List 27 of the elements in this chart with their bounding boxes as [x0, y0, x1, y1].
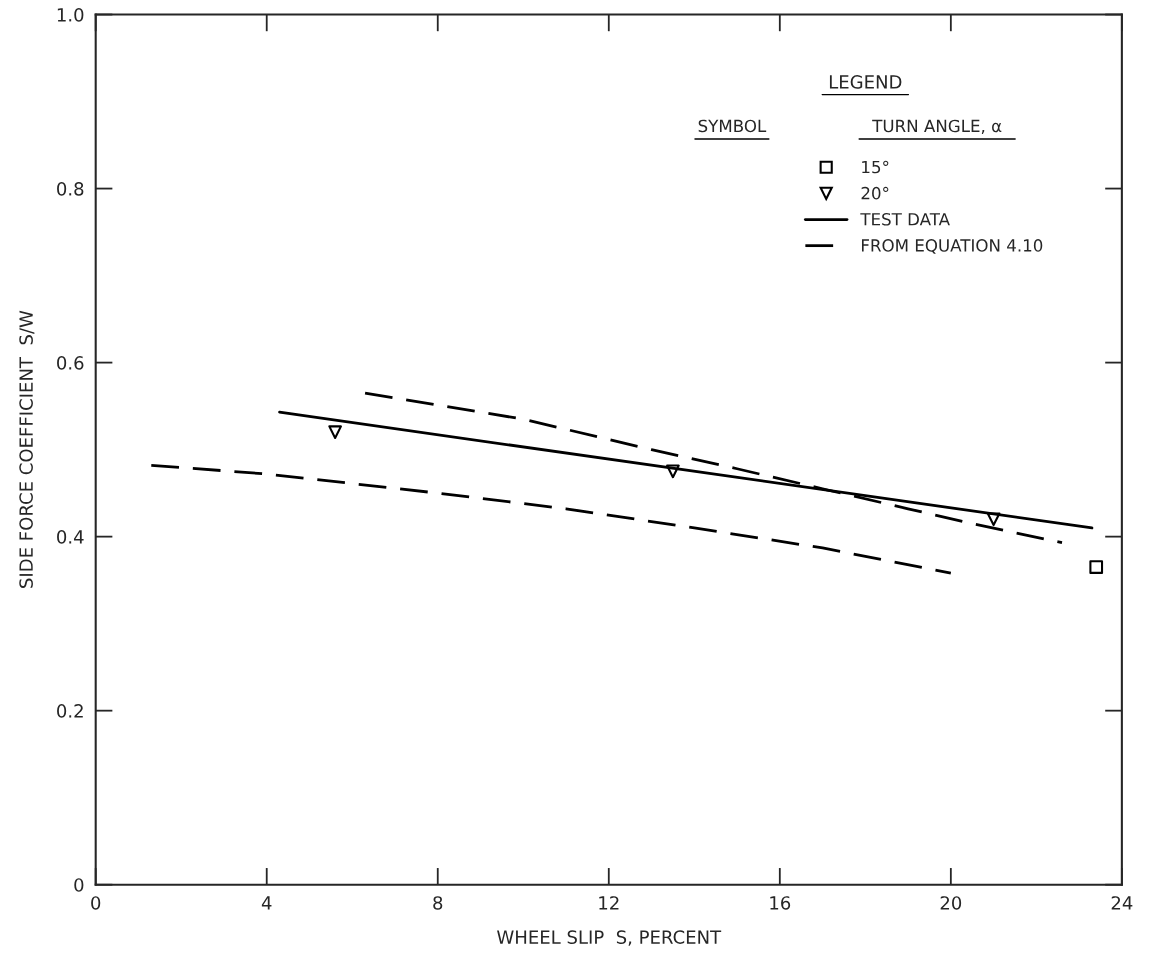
y-tick-label: 1.0	[57, 7, 84, 22]
x-tick-label: 16	[770, 896, 791, 910]
x-tick-label: 8	[433, 896, 443, 910]
y-tick-label: 0.4	[57, 530, 84, 544]
legend-label: 15°	[862, 160, 889, 174]
y-tick-label: 0.8	[57, 182, 84, 196]
point	[1089, 560, 1104, 574]
x-tick-label: 20	[940, 896, 962, 910]
point	[328, 425, 342, 440]
x-tick-label: 24	[1111, 896, 1133, 910]
y-axis-title: SIDE FORCE COEFFICIENT S/W	[19, 310, 35, 588]
point	[986, 512, 1001, 527]
y-tick-label: 0	[74, 878, 84, 892]
x-tick-label: 4	[261, 896, 272, 910]
point	[666, 464, 680, 479]
y-tick-label: 0.6	[57, 356, 84, 370]
annotation: TURN ANGLE, α	[872, 119, 1002, 134]
x-tick-label: 0	[91, 896, 101, 910]
legend-label: TEST DATA	[860, 212, 950, 226]
legend-title: LEGEND	[829, 75, 902, 89]
legend-label: 20°	[861, 186, 889, 200]
annotation: SYMBOL	[698, 119, 767, 133]
x-tick-label: 12	[599, 896, 619, 910]
x-axis-title: WHEEL SLIP S, PERCENT	[497, 930, 722, 946]
line-series	[149, 463, 953, 575]
y-tick-label: 0.2	[57, 704, 83, 718]
legend-label: FROM EQUATION 4.10	[861, 239, 1043, 254]
